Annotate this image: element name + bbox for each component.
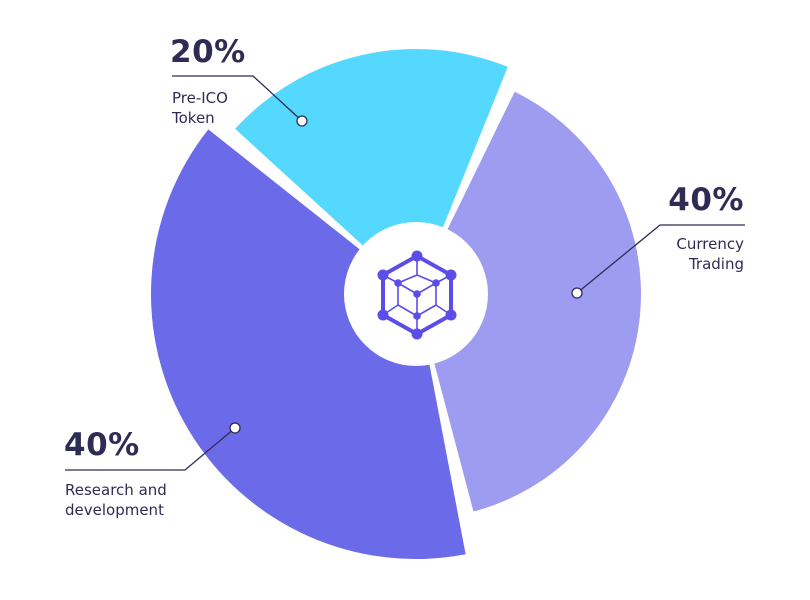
pie-slice-currency-trading: [416, 91, 641, 512]
currency-trading-label: Currency Trading: [676, 235, 744, 273]
pre-ico-leader-line: [172, 75, 303, 122]
currency-trading-leader-line: [576, 224, 745, 294]
research-percent: 40%: [64, 427, 140, 463]
research-leader-line: [65, 427, 236, 471]
currency-trading-marker: [571, 287, 583, 299]
research-label: Research and development: [65, 481, 167, 519]
hexagon-network-cube-icon: [377, 250, 457, 340]
pre-ico-marker: [296, 115, 308, 127]
pre-ico-label: Pre-ICO Token: [172, 89, 228, 127]
pie-slice-research-and-development: [151, 129, 466, 559]
research-marker: [229, 422, 241, 434]
pre-ico-percent: 20%: [170, 34, 246, 70]
currency-trading-percent: 40%: [668, 182, 744, 218]
